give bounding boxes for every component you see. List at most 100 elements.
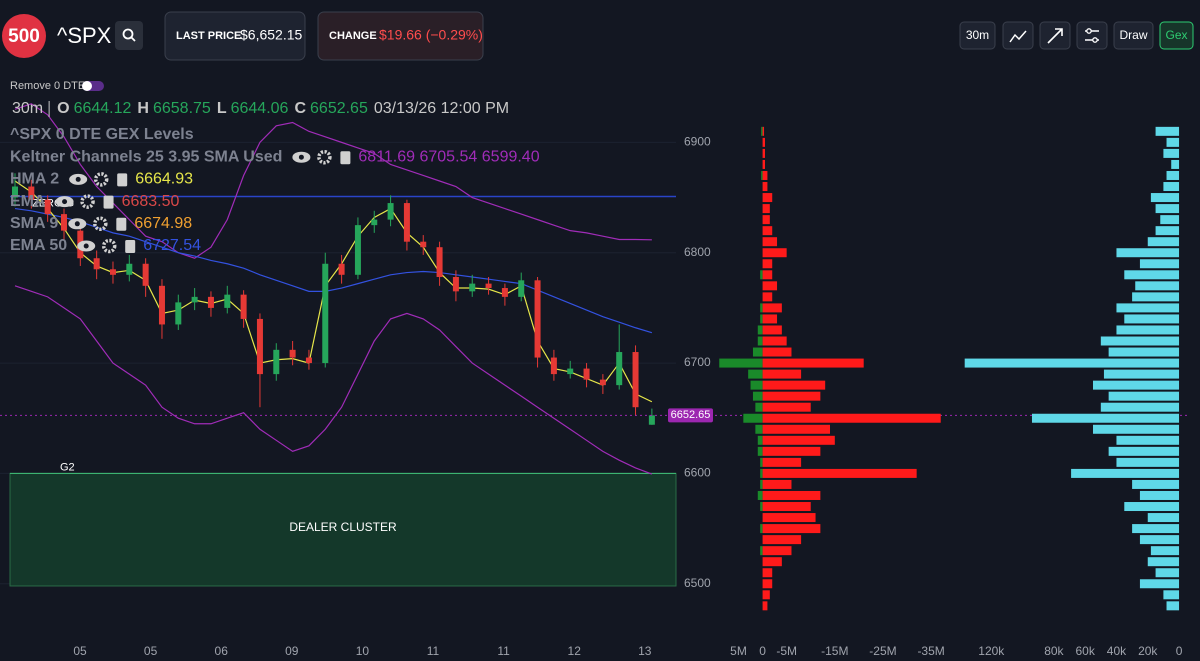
trash-icon[interactable] [125,240,136,253]
gex-button[interactable] [1159,21,1194,50]
gex-negative-bar [762,557,782,567]
oi-bar [1155,226,1180,236]
candle-body [240,294,247,319]
draw-button[interactable] [1113,21,1154,50]
gex-negative-bar [762,270,773,280]
candle-body [175,302,182,325]
gex-negative-bar [762,590,770,600]
candle-body [44,199,51,215]
candle-body [420,241,427,248]
last-price-label: LAST PRICE [176,30,241,42]
oi-bar [1163,182,1180,192]
ohlc-legend: 30m O 6644.12 H 6658.75 L 6644.06 C 6652.65 03/13… [12,100,509,117]
oi-bar [1100,336,1180,346]
gex-negative-bar [762,170,768,180]
oi-bar [1155,204,1180,214]
header: 500 ^SPX LAST PRICE $6,652.15 CHANGE $19… [2,11,1194,61]
x-tick-label: 11 [497,644,510,658]
candle-body [469,283,476,292]
candle-body [158,285,165,325]
x-tick-label: 11 [427,644,440,658]
gex-negative-bar [762,336,787,346]
gex-negative-bar [762,215,770,225]
eye-pupil [298,154,304,160]
indicator-value: 6664.93 [135,171,193,188]
gex-negative-bar [762,248,787,258]
ohlc-key: C [294,100,306,117]
eye-pupil [74,221,80,227]
candle-body [322,263,329,364]
oi-bar [1116,435,1180,445]
gex-negative-bar [762,303,782,313]
draw-button-text: Draw [1119,28,1147,42]
gex-positive-bar [757,490,763,500]
gex-negative-bar [762,148,765,158]
candle-body [485,283,492,289]
indicator-button[interactable] [1002,21,1034,50]
gex-negative-bar [762,546,792,556]
gex-negative-bar [762,424,830,434]
oi-bar [1147,557,1180,567]
oi-tick-label: 60k [1075,644,1095,658]
gear-icon[interactable] [101,238,117,254]
oi-bar [1132,292,1180,302]
gear-icon[interactable] [80,194,95,209]
oi-bar [1139,535,1180,545]
gex-positive-bar [760,468,763,478]
oi-bar [1155,126,1180,136]
candle-body [126,263,133,275]
candle-body [403,203,410,242]
oi-bar [1116,457,1180,467]
trash-icon[interactable] [116,217,127,231]
settings-button[interactable] [1076,21,1108,50]
gex-positive-bar [755,402,763,412]
y-tick-label: 6900 [684,135,711,149]
x-tick-label: 05 [144,644,158,658]
gex-negative-bar [762,479,792,489]
dealer-cluster-label: DEALER CLUSTER [289,520,397,534]
oi-bar [1147,513,1180,523]
trash-icon[interactable] [117,173,128,187]
gear-icon[interactable] [317,149,332,165]
gex-positive-bar [755,424,763,434]
interval-button[interactable] [959,21,996,50]
oi-tick-label: 40k [1107,644,1127,658]
search-button[interactable] [115,21,143,50]
oi-tick-label: 20k [1138,644,1158,658]
ohlc-key: H [137,100,149,117]
oi-bar [1108,347,1180,357]
gex-positive-bar [760,502,763,512]
gex-positive-bar [757,325,763,335]
gear-icon[interactable] [93,172,109,187]
candle-body [518,280,525,297]
eye-pupil [75,176,81,182]
gex-negative-bar [762,435,835,445]
oi-bar [1132,524,1180,534]
gex-negative-bar [762,226,773,236]
gex-negative-bar [762,402,811,412]
legend: 30m O 6644.12 H 6658.75 L 6644.06 C 6652.65 03/13… [10,100,540,254]
indicator-label: SMA 9 [10,215,58,232]
indicator-value: 6683.50 [122,193,180,210]
candle-body [550,357,557,375]
trash-icon[interactable] [103,195,114,209]
change-box [317,11,484,61]
gex-negative-bar [762,314,778,324]
gear-icon[interactable] [93,216,108,232]
oi-tick-label: 80k [1044,644,1064,658]
trash-icon[interactable] [340,151,351,165]
candle-body [371,219,378,226]
x-tick-label: 12 [568,644,582,658]
gex-tick-label: 0 [759,644,766,658]
gex-positive-bar [760,270,763,280]
gex-negative-bar [762,182,768,192]
candle-body [93,258,100,270]
oi-bar [1124,314,1180,324]
g2-label: G2 [60,461,75,473]
oi-bar [1092,380,1180,390]
interval-button-text: 30m [966,28,989,42]
candle-body [387,203,394,220]
ohlc-value: 6658.75 [153,100,211,117]
gex-negative-bar [762,380,826,390]
y-tick-label: 6600 [684,466,711,480]
